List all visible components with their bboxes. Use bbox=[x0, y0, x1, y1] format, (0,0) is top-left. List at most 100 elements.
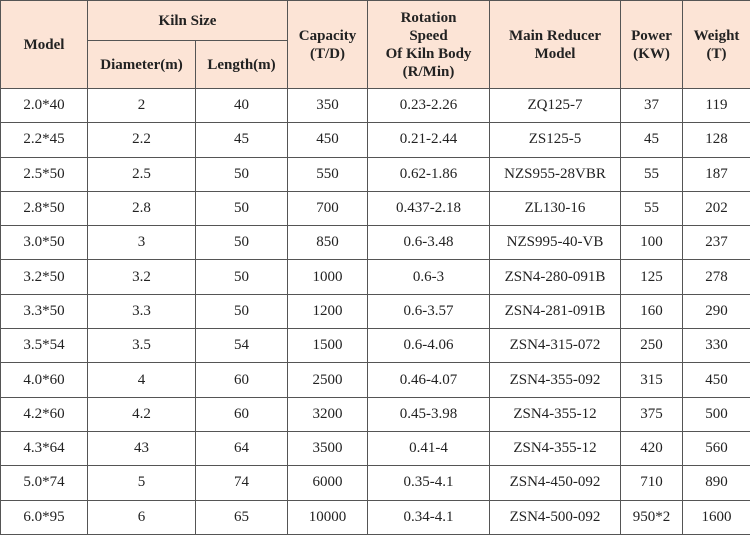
data-cell: 278 bbox=[683, 260, 750, 294]
header-line: (T/D) bbox=[288, 45, 367, 63]
data-cell: 65 bbox=[196, 500, 288, 534]
data-cell: 2.2*45 bbox=[1, 123, 88, 157]
data-cell: 0.41-4 bbox=[368, 431, 490, 465]
data-cell: 187 bbox=[683, 157, 750, 191]
data-cell: 1200 bbox=[288, 294, 368, 328]
data-cell: 4.2 bbox=[88, 397, 196, 431]
data-cell: 4.3*64 bbox=[1, 431, 88, 465]
data-cell: 0.6-3 bbox=[368, 260, 490, 294]
header-line: Power bbox=[621, 27, 682, 45]
data-cell: 40 bbox=[196, 89, 288, 123]
data-cell: 5 bbox=[88, 466, 196, 500]
data-cell: 60 bbox=[196, 363, 288, 397]
data-cell: ZSN4-280-091B bbox=[490, 260, 621, 294]
data-cell: 0.6-4.06 bbox=[368, 329, 490, 363]
data-cell: 0.23-2.26 bbox=[368, 89, 490, 123]
data-cell: 64 bbox=[196, 431, 288, 465]
data-cell: 0.62-1.86 bbox=[368, 157, 490, 191]
data-cell: 3.3*50 bbox=[1, 294, 88, 328]
header-cell: Model bbox=[1, 1, 88, 89]
data-cell: 250 bbox=[621, 329, 683, 363]
data-cell: 450 bbox=[683, 363, 750, 397]
data-cell: 850 bbox=[288, 226, 368, 260]
header-line: Capacity bbox=[288, 27, 367, 45]
data-cell: 0.46-4.07 bbox=[368, 363, 490, 397]
data-cell: NZS995-40-VB bbox=[490, 226, 621, 260]
header-line: Of Kiln Body bbox=[368, 45, 489, 63]
data-cell: 54 bbox=[196, 329, 288, 363]
header-line: (KW) bbox=[621, 45, 682, 63]
data-cell: 160 bbox=[621, 294, 683, 328]
data-cell: 2.5*50 bbox=[1, 157, 88, 191]
data-cell: 0.6-3.48 bbox=[368, 226, 490, 260]
data-cell: 202 bbox=[683, 191, 750, 225]
data-cell: 119 bbox=[683, 89, 750, 123]
data-cell: 0.35-4.1 bbox=[368, 466, 490, 500]
data-cell: 2500 bbox=[288, 363, 368, 397]
data-cell: 890 bbox=[683, 466, 750, 500]
data-cell: ZS125-5 bbox=[490, 123, 621, 157]
header-cell: Diameter(m) bbox=[88, 41, 196, 89]
data-cell: 50 bbox=[196, 260, 288, 294]
data-cell: 100 bbox=[621, 226, 683, 260]
data-cell: 2.8 bbox=[88, 191, 196, 225]
header-cell: Kiln Size bbox=[88, 1, 288, 41]
header-cell: Length(m) bbox=[196, 41, 288, 89]
data-cell: 45 bbox=[196, 123, 288, 157]
data-cell: 125 bbox=[621, 260, 683, 294]
header-line: Main Reducer bbox=[490, 27, 620, 45]
data-cell: 60 bbox=[196, 397, 288, 431]
data-cell: 3500 bbox=[288, 431, 368, 465]
data-cell: 2.5 bbox=[88, 157, 196, 191]
data-cell: 1600 bbox=[683, 500, 750, 534]
data-cell: 0.34-4.1 bbox=[368, 500, 490, 534]
data-cell: 0.437-2.18 bbox=[368, 191, 490, 225]
data-cell: 4.2*60 bbox=[1, 397, 88, 431]
data-cell: 3.2 bbox=[88, 260, 196, 294]
data-cell: ZL130-16 bbox=[490, 191, 621, 225]
data-cell: 3200 bbox=[288, 397, 368, 431]
header-line: Model bbox=[490, 45, 620, 63]
data-cell: 3.5 bbox=[88, 329, 196, 363]
data-cell: 0.6-3.57 bbox=[368, 294, 490, 328]
data-cell: 3.2*50 bbox=[1, 260, 88, 294]
data-cell: ZQ125-7 bbox=[490, 89, 621, 123]
data-cell: 330 bbox=[683, 329, 750, 363]
data-cell: 50 bbox=[196, 157, 288, 191]
header-line: (T) bbox=[683, 45, 750, 63]
data-cell: 128 bbox=[683, 123, 750, 157]
data-cell: 375 bbox=[621, 397, 683, 431]
data-cell: 2.8*50 bbox=[1, 191, 88, 225]
data-cell: ZSN4-500-092 bbox=[490, 500, 621, 534]
data-cell: 2.0*40 bbox=[1, 89, 88, 123]
data-cell: 3.0*50 bbox=[1, 226, 88, 260]
data-cell: 55 bbox=[621, 191, 683, 225]
data-cell: ZSN4-355-12 bbox=[490, 431, 621, 465]
data-cell: 4 bbox=[88, 363, 196, 397]
header-line: Rotation bbox=[368, 9, 489, 27]
data-cell: 237 bbox=[683, 226, 750, 260]
header-line: Weight bbox=[683, 27, 750, 45]
data-cell: 6.0*95 bbox=[1, 500, 88, 534]
data-cell: 710 bbox=[621, 466, 683, 500]
data-cell: 500 bbox=[683, 397, 750, 431]
data-cell: 3.5*54 bbox=[1, 329, 88, 363]
data-cell: 1500 bbox=[288, 329, 368, 363]
data-cell: 74 bbox=[196, 466, 288, 500]
data-cell: ZSN4-281-091B bbox=[490, 294, 621, 328]
data-cell: 0.21-2.44 bbox=[368, 123, 490, 157]
data-cell: 315 bbox=[621, 363, 683, 397]
data-cell: ZSN4-450-092 bbox=[490, 466, 621, 500]
data-cell: 3.3 bbox=[88, 294, 196, 328]
data-cell: 350 bbox=[288, 89, 368, 123]
